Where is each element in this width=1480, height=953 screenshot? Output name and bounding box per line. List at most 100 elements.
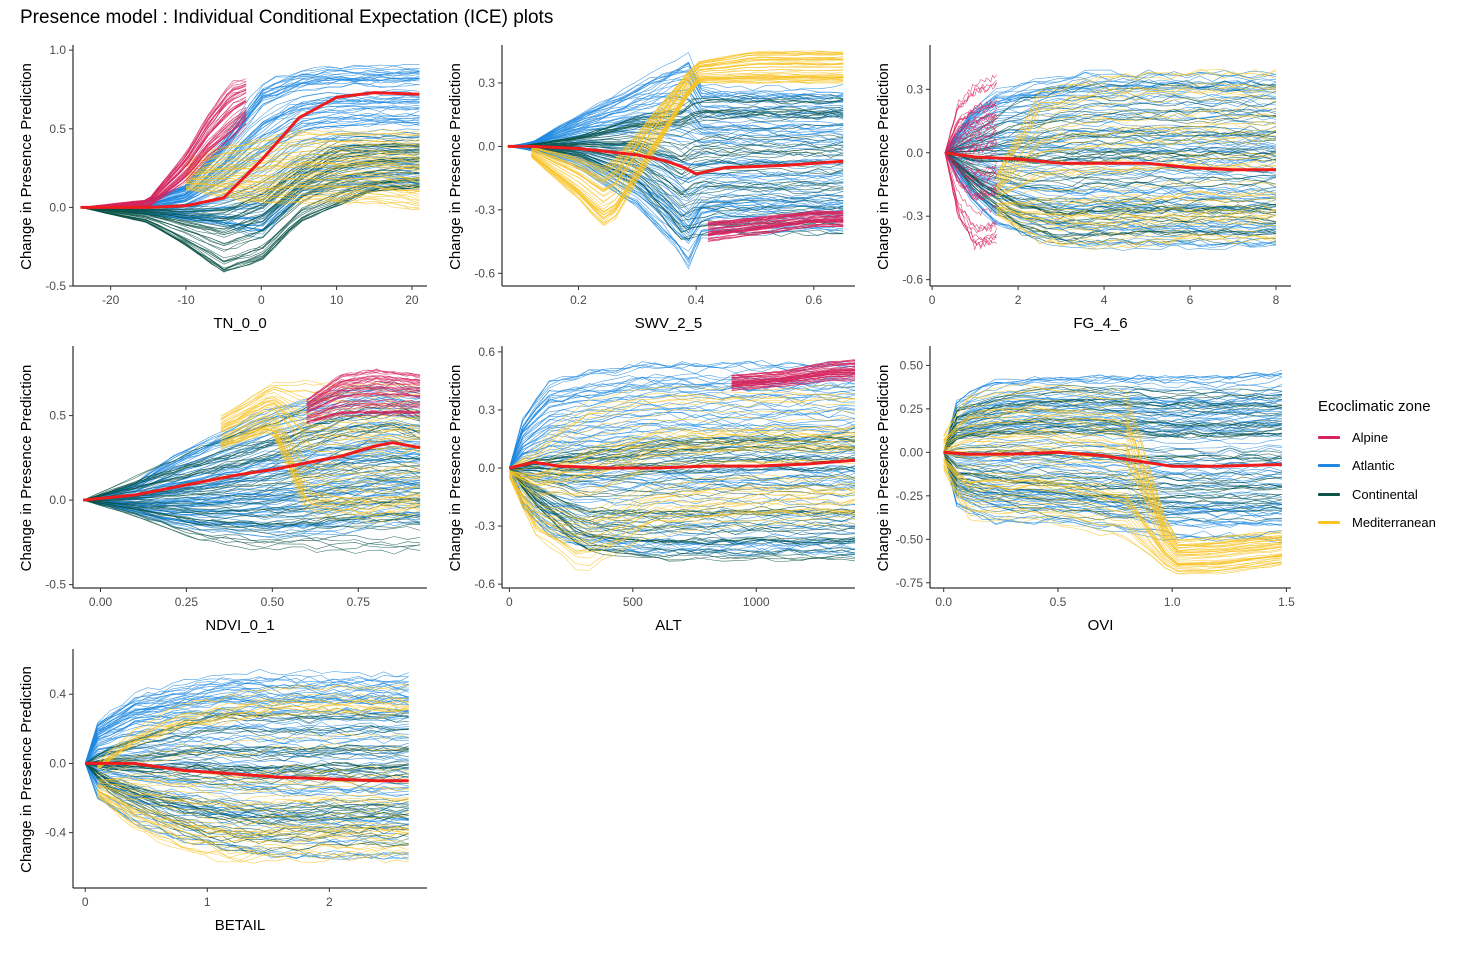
ice-line-alpine (306, 385, 421, 410)
y-tick-label: -0.3 (474, 519, 495, 533)
ice-line-atlantic (943, 376, 1283, 453)
ice-line-continental (85, 763, 409, 826)
x-tick-label: 0.4 (688, 293, 705, 307)
ice-line-mediterranean (97, 788, 409, 826)
y-tick-label: 0.3 (478, 403, 495, 417)
ice-line-continental (944, 133, 1277, 154)
ice-line-continental (519, 146, 844, 217)
ice-line-mediterranean (943, 453, 1282, 559)
ice-line-mediterranean (996, 87, 1277, 179)
ice-line-atlantic (509, 468, 855, 552)
ice-line-mediterranean (943, 469, 1282, 575)
ice-line-alpine (707, 215, 844, 230)
ice-line-mediterranean (220, 407, 421, 451)
ice-line-atlantic (84, 687, 409, 764)
ice-line-atlantic (944, 147, 1277, 155)
ice-line-continental (80, 157, 420, 228)
ice-line-atlantic (507, 123, 844, 147)
ice-line-continental (519, 106, 844, 147)
y-axis-label: Change in Presence Prediction (18, 666, 35, 873)
ice-line-atlantic (507, 120, 844, 147)
ice-line-mediterranean (97, 793, 409, 855)
ice-line-mediterranean (996, 179, 1277, 201)
x-tick-label: -10 (177, 293, 195, 307)
ice-line-atlantic (84, 712, 409, 764)
legend-label-mediterranean: Mediterranean (1352, 515, 1436, 531)
ice-line-alpine (707, 221, 844, 236)
ice-line-mediterranean (509, 401, 855, 470)
ice-line-mediterranean (943, 469, 1282, 575)
ice-line-atlantic (84, 668, 409, 764)
ice-line-alpine (306, 404, 421, 420)
ice-line-mediterranean (996, 138, 1277, 192)
x-tick-label: 20 (405, 293, 419, 307)
ice-line-atlantic (509, 467, 855, 538)
ice-line-alpine (944, 152, 997, 181)
ice-line-mediterranean (509, 477, 855, 571)
ice-line-atlantic (943, 442, 1282, 457)
y-tick-label: -0.25 (896, 489, 924, 503)
ice-line-mediterranean (220, 399, 421, 428)
y-tick-label: 0.3 (478, 76, 495, 90)
ice-line-alpine (707, 211, 844, 224)
ice-line-mediterranean (943, 429, 1282, 553)
ice-line-mediterranean (943, 462, 1282, 568)
ice-line-mediterranean (943, 425, 1282, 551)
x-tick-label: 6 (1187, 293, 1194, 307)
y-axis-label: Change in Presence Prediction (447, 365, 464, 572)
ice-line-mediterranean (996, 150, 1277, 194)
ice-line-alpine (707, 216, 844, 231)
ice-line-atlantic (84, 763, 409, 857)
ice-line-alpine (306, 411, 421, 424)
ice-line-mediterranean (509, 444, 855, 486)
ice-line-continental (509, 467, 855, 558)
ice-line-continental (80, 157, 420, 229)
ice-line-continental (83, 423, 421, 501)
ice-line-atlantic (509, 467, 855, 487)
ice-line-alpine (944, 112, 997, 154)
ice-line-mediterranean (97, 781, 409, 794)
ice-line-mediterranean (996, 189, 1277, 204)
ice-line-mediterranean (97, 703, 409, 768)
ice-line-continental (943, 391, 1282, 453)
ice-line-continental (944, 152, 1277, 182)
ice-line-mediterranean (943, 459, 1282, 565)
ice-line-atlantic (944, 92, 1277, 153)
ice-line-alpine (80, 100, 247, 208)
ice-line-continental (509, 440, 855, 469)
ice-line-atlantic (509, 393, 855, 469)
ice-line-continental (85, 763, 409, 784)
ice-line-mediterranean (97, 684, 409, 764)
x-tick-label: 0.00 (89, 595, 113, 609)
ice-line-continental (509, 467, 855, 529)
ice-line-mediterranean (996, 163, 1277, 199)
ice-line-mediterranean (996, 209, 1277, 227)
ice-line-mediterranean (943, 439, 1282, 554)
ice-line-atlantic (944, 99, 1277, 154)
ice-line-atlantic (944, 152, 1277, 193)
ice-line-alpine (731, 371, 855, 384)
ice-line-mediterranean (97, 796, 409, 864)
ice-line-alpine (944, 104, 997, 153)
ice-line-mediterranean (996, 113, 1277, 187)
ice-line-continental (944, 152, 1277, 214)
y-tick-label: 0.0 (906, 146, 923, 160)
x-axis-label: BETAIL (215, 917, 266, 934)
ice-line-alpine (731, 378, 855, 391)
ice-line-mediterranean (531, 59, 844, 185)
ice-line-atlantic (507, 126, 844, 147)
ice-lines (80, 64, 420, 273)
ice-line-atlantic (83, 427, 421, 501)
ice-line-mediterranean (509, 397, 855, 470)
y-tick-label: -0.50 (896, 532, 924, 546)
ice-line-alpine (306, 377, 421, 405)
mean-curve (80, 91, 420, 209)
ice-line-mediterranean (509, 476, 855, 559)
ice-line-mediterranean (943, 456, 1282, 562)
chart-panel-ovi: -0.75 -0.50 -0.25 0.00 0.25 0.50 0.0 0.5 1.0 1.5 O… (875, 346, 1295, 634)
ice-line-atlantic (509, 360, 855, 468)
ice-line-mediterranean (220, 416, 421, 475)
ice-line-mediterranean (220, 418, 421, 480)
ice-line-atlantic (943, 373, 1282, 453)
ice-line-mediterranean (996, 198, 1277, 212)
